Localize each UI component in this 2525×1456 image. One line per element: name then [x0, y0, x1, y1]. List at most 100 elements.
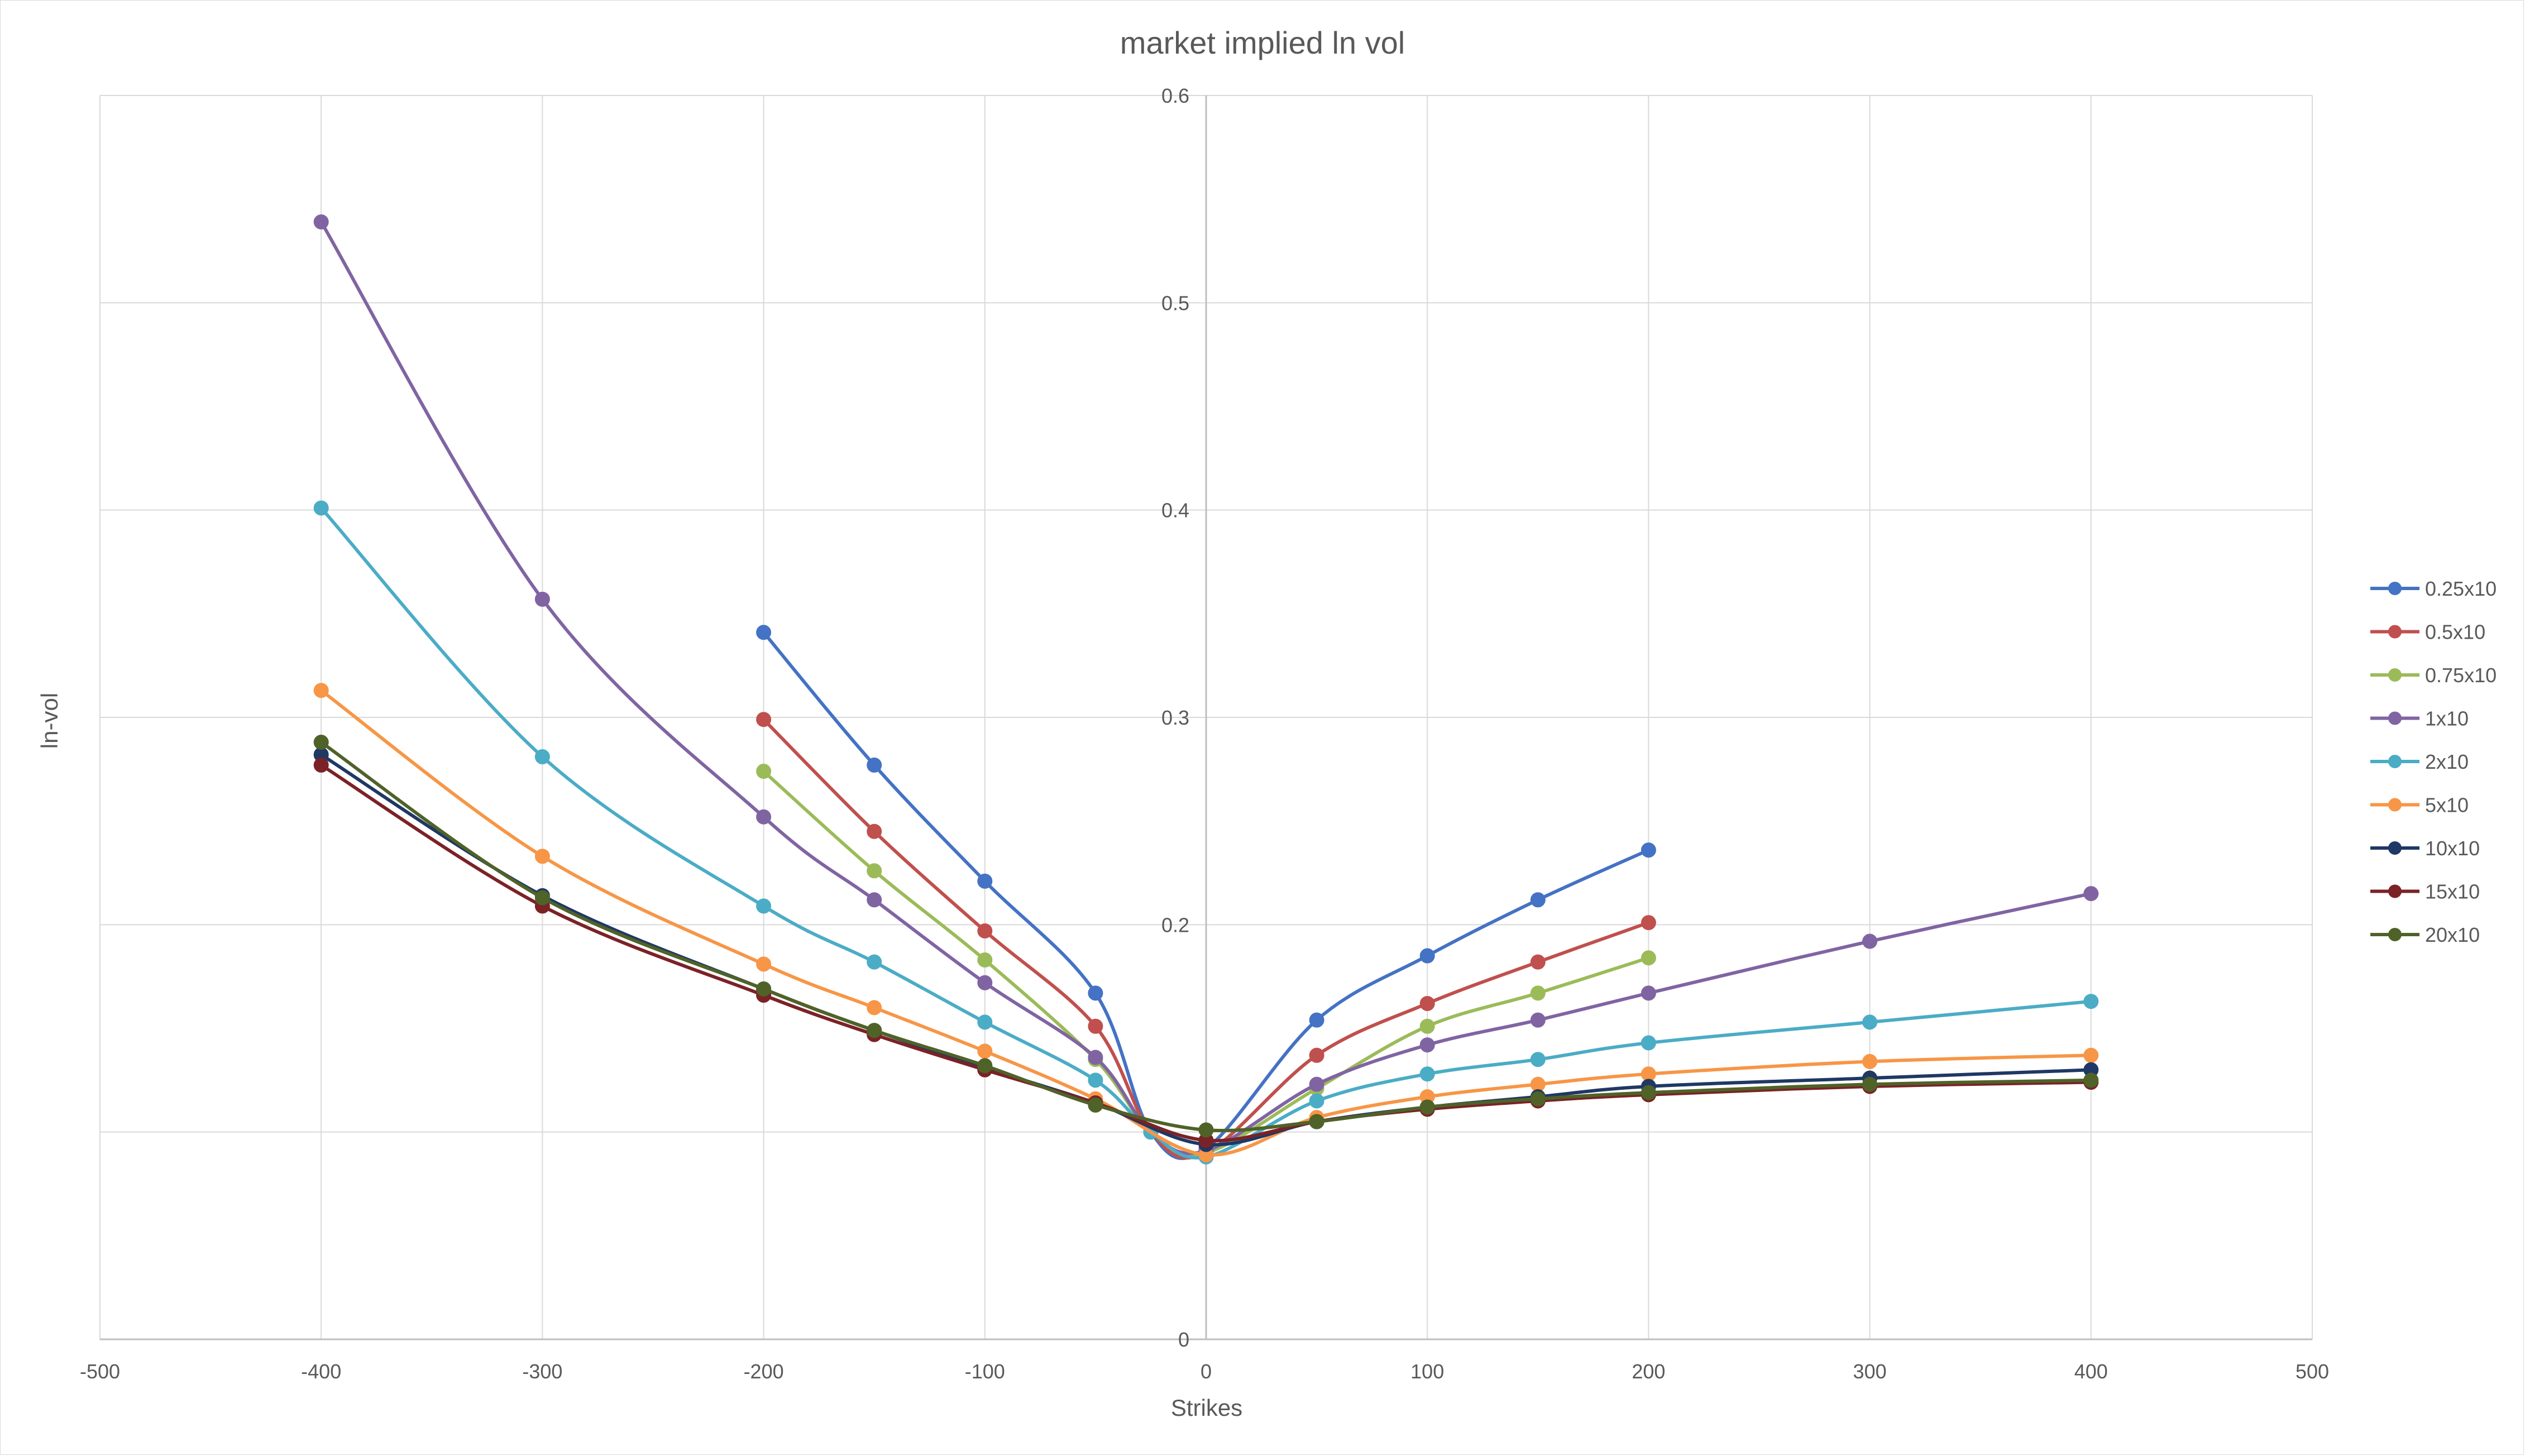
data-point	[534, 890, 550, 906]
data-point	[1198, 1122, 1214, 1138]
x-tick-label: -200	[744, 1360, 784, 1383]
data-point	[1641, 915, 1656, 931]
x-tick-label: 500	[2296, 1360, 2329, 1383]
series-group	[313, 214, 2099, 1165]
data-point	[1419, 995, 1435, 1011]
series-line	[319, 688, 2093, 1157]
legend-item: 1x10	[2370, 707, 2469, 730]
x-tick-label: -500	[80, 1360, 120, 1383]
data-point	[1641, 1085, 1656, 1100]
data-point	[756, 712, 772, 727]
x-tick-label: 300	[1853, 1360, 1887, 1383]
y-tick-label: 0.6	[1161, 84, 1189, 107]
y-axis-title: ln-vol	[36, 693, 63, 749]
data-point	[867, 863, 882, 879]
data-point	[867, 1023, 882, 1038]
legend-label: 0.25x10	[2425, 577, 2497, 600]
legend-label: 10x10	[2425, 837, 2480, 860]
data-point	[1530, 1091, 1546, 1107]
series-line	[762, 717, 1651, 1160]
legend-item: 0.5x10	[2370, 621, 2485, 644]
data-point	[1641, 1035, 1656, 1051]
data-point	[867, 1000, 882, 1016]
data-point	[977, 1014, 993, 1030]
data-point	[313, 214, 329, 230]
data-point	[534, 849, 550, 864]
data-point	[977, 975, 993, 990]
data-point	[1862, 933, 1878, 949]
data-point	[313, 683, 329, 698]
data-point	[867, 757, 882, 773]
data-point	[1309, 1093, 1324, 1109]
data-point	[867, 823, 882, 839]
legend-label: 15x10	[2425, 880, 2480, 903]
data-point	[1530, 1012, 1546, 1028]
legend-marker	[2388, 755, 2402, 768]
data-point	[867, 892, 882, 908]
legend-label: 5x10	[2425, 794, 2469, 817]
legend: 0.25x10 0.5x10 0.75x10 1x10 2x10 5x10 10x10 15x…	[2370, 577, 2497, 946]
y-tick-label: 0.2	[1161, 913, 1189, 936]
data-point	[1419, 1066, 1435, 1082]
legend-marker	[2388, 668, 2402, 682]
x-tick-label: 200	[1632, 1360, 1665, 1383]
data-point	[1088, 1072, 1103, 1088]
data-point	[977, 923, 993, 938]
x-tick-label: -100	[965, 1360, 1005, 1383]
data-point	[2083, 1047, 2099, 1063]
data-point	[1088, 985, 1103, 1001]
data-point	[1641, 950, 1656, 966]
series-20x10	[313, 735, 2099, 1138]
x-axis-title: Strikes	[1171, 1395, 1242, 1421]
series-line	[319, 506, 2093, 1160]
data-point	[977, 873, 993, 889]
legend-marker	[2388, 841, 2402, 855]
x-tick-label: 400	[2074, 1360, 2108, 1383]
data-point	[756, 809, 772, 825]
chart-title: market implied ln vol	[1120, 25, 1405, 60]
legend-label: 0.5x10	[2425, 621, 2485, 644]
data-point	[1309, 1114, 1324, 1129]
data-point	[1419, 1099, 1435, 1115]
y-tick-labels: 0 0.2 0.3 0.4 0.5 0.6	[1161, 84, 1189, 1351]
data-point	[977, 1058, 993, 1074]
data-point	[1530, 1052, 1546, 1067]
legend-item: 5x10	[2370, 794, 2469, 817]
legend-label: 2x10	[2425, 750, 2469, 773]
data-point	[1641, 842, 1656, 858]
data-point	[1088, 1097, 1103, 1113]
data-point	[1862, 1014, 1878, 1030]
data-point	[756, 956, 772, 972]
x-tick-label: -300	[522, 1360, 562, 1383]
data-point	[313, 500, 329, 516]
legend-label: 20x10	[2425, 923, 2480, 946]
y-tick-label: 0.3	[1161, 706, 1189, 729]
data-point	[756, 764, 772, 779]
data-point	[1088, 1018, 1103, 1034]
x-tick-label: 0	[1201, 1360, 1212, 1383]
data-point	[1419, 948, 1435, 964]
legend-marker	[2388, 798, 2402, 812]
legend-marker	[2388, 928, 2402, 941]
data-point	[1530, 985, 1546, 1001]
legend-marker	[2388, 625, 2402, 639]
legend-item: 0.25x10	[2370, 577, 2497, 600]
data-point	[313, 757, 329, 773]
data-point	[1530, 892, 1546, 908]
data-point	[2083, 886, 2099, 902]
x-tick-label: 100	[1410, 1360, 1444, 1383]
data-point	[756, 981, 772, 997]
x-tick-labels: -500 -400 -300 -200 -100 0 100 200 300 400 500	[80, 1360, 2329, 1383]
data-point	[756, 898, 772, 914]
legend-marker	[2388, 582, 2402, 595]
data-point	[1419, 1018, 1435, 1034]
data-point	[1419, 1037, 1435, 1053]
y-tick-label: 0.4	[1161, 499, 1189, 522]
legend-marker	[2388, 711, 2402, 725]
data-point	[756, 625, 772, 640]
data-point	[977, 1043, 993, 1059]
data-point	[977, 952, 993, 968]
data-point	[1530, 954, 1546, 970]
